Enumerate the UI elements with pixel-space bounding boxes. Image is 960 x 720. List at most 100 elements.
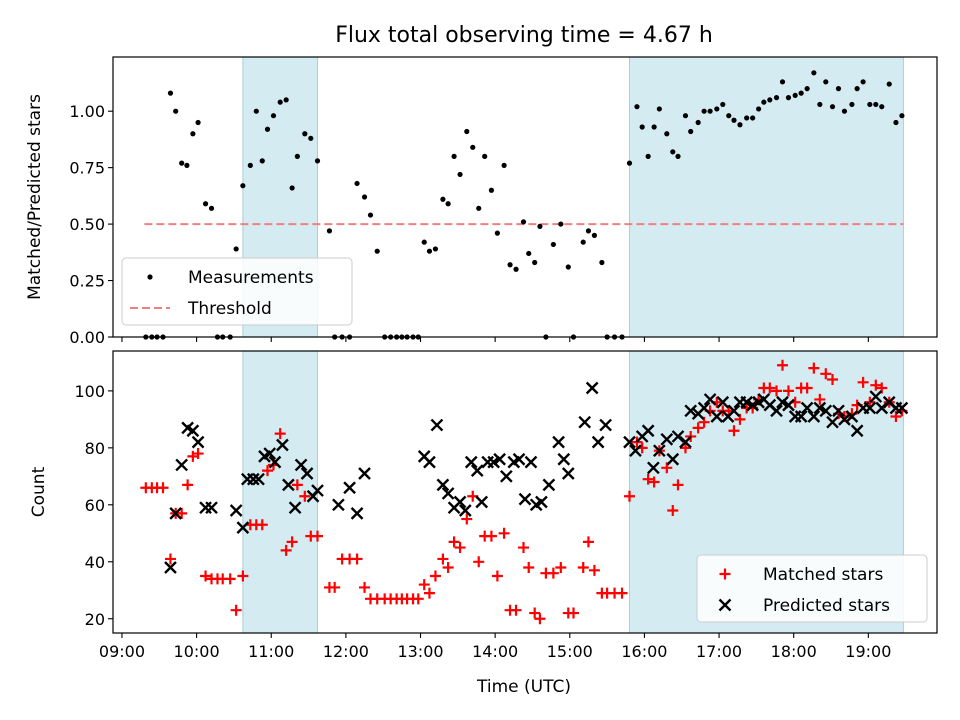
data-point-predicted-stars [666, 452, 680, 466]
data-point-measurements [731, 117, 737, 123]
y-tick-label: 1.00 [69, 102, 105, 121]
x-tick-label: 14:00 [472, 642, 518, 661]
x-tick-label: 12:00 [323, 642, 369, 661]
data-point-matched-stars [262, 465, 273, 477]
data-point-measurements [476, 205, 482, 211]
data-point-measurements [639, 124, 645, 130]
data-point-measurements [798, 90, 804, 96]
data-point-measurements [701, 108, 707, 114]
shaded-interval [628, 56, 904, 338]
data-point-predicted-stars [205, 501, 218, 515]
data-point-predicted-stars [727, 404, 741, 418]
data-point-predicted-stars [464, 455, 478, 469]
data-point-measurements [737, 122, 743, 128]
data-point-measurements [202, 201, 209, 207]
data-point-matched-stars [192, 448, 204, 460]
data-point-measurements [532, 259, 538, 266]
data-point-predicted-stars [794, 410, 808, 423]
data-point-predicted-stars [647, 461, 660, 475]
data-point-predicted-stars [350, 507, 364, 520]
data-point-measurements [899, 113, 905, 119]
data-point-measurements [482, 153, 488, 159]
data-point-predicted-stars [671, 430, 685, 443]
data-point-measurements [507, 262, 513, 268]
data-point-measurements [645, 153, 651, 159]
data-point-measurements [558, 221, 564, 227]
data-point-measurements [374, 248, 380, 254]
data-point-predicted-stars [845, 410, 859, 423]
data-point-measurements [841, 108, 848, 114]
data-point-matched-stars [728, 425, 740, 437]
data-point-predicted-stars [358, 467, 371, 480]
data-point-matched-stars [224, 573, 236, 585]
data-point-measurements [854, 86, 860, 92]
data-point-measurements [773, 95, 780, 101]
data-point-measurements [308, 135, 314, 141]
data-point-predicted-stars [623, 435, 636, 449]
data-point-predicted-stars [782, 398, 795, 412]
data-point-measurements [682, 113, 689, 119]
y-axis-label: Matched/Predicted stars [25, 94, 45, 300]
data-point-matched-stars [582, 536, 594, 548]
data-point-measurements [190, 131, 196, 137]
data-point-measurements [184, 162, 190, 168]
data-point-measurements [707, 108, 713, 114]
data-point-matched-stars [182, 479, 194, 491]
data-point-matched-stars [510, 604, 522, 616]
data-point-matched-stars [870, 379, 882, 391]
x-tick-label: 18:00 [771, 642, 817, 661]
data-point-predicted-stars [470, 464, 484, 477]
x-tick-label: 10:00 [174, 642, 220, 661]
data-point-matched-stars [237, 570, 249, 582]
data-point-matched-stars [814, 393, 826, 405]
data-point-measurements [756, 106, 762, 112]
data-point-matched-stars [857, 376, 869, 388]
data-point-predicted-stars [800, 401, 814, 415]
data-point-measurements [537, 223, 543, 229]
data-point-matched-stars [616, 587, 628, 599]
data-point-predicted-stars [481, 455, 495, 469]
x-tick-label: 09:00 [99, 642, 145, 661]
data-point-matched-stars [291, 479, 303, 491]
data-point-measurements [270, 113, 277, 119]
data-point-predicted-stars [716, 395, 730, 409]
data-point-predicted-stars [557, 452, 571, 466]
data-point-measurements [432, 246, 439, 252]
chart-title: Flux total observing time = 4.67 h [335, 23, 713, 48]
data-point-predicted-stars [832, 404, 845, 418]
data-point-measurements [470, 144, 476, 150]
data-point-measurements [526, 250, 532, 257]
data-point-matched-stars [256, 519, 268, 531]
data-point-measurements [451, 153, 457, 159]
data-point-measurements [886, 81, 892, 87]
data-point-matched-stars [577, 561, 589, 573]
y-tick-label: 40 [85, 553, 105, 572]
data-point-matched-stars [412, 593, 424, 605]
data-point-measurements [714, 106, 720, 112]
data-point-predicted-stars [300, 467, 314, 480]
data-point-predicted-stars [288, 501, 302, 515]
data-point-measurements [167, 90, 174, 96]
axes-frame [112, 56, 938, 338]
data-point-matched-stars [418, 579, 430, 591]
data-point-measurements [779, 79, 786, 85]
data-point-matched-stars [518, 542, 530, 554]
data-point-matched-stars [454, 542, 466, 554]
data-point-predicted-stars [770, 404, 783, 418]
data-point-predicted-stars [807, 410, 821, 423]
data-point-predicted-stars [191, 435, 205, 449]
data-point-matched-stars [437, 553, 449, 565]
data-point-predicted-stars [169, 507, 183, 520]
data-point-measurements [849, 101, 855, 108]
data-point-measurements [326, 228, 333, 234]
data-point-measurements [494, 230, 500, 236]
data-point-matched-stars [801, 382, 813, 394]
data-point-predicted-stars [229, 504, 243, 517]
data-point-measurements [173, 108, 179, 114]
data-point-matched-stars [312, 530, 324, 542]
data-point-matched-stars [777, 359, 788, 371]
data-point-measurements [179, 160, 185, 166]
data-point-predicted-stars [164, 561, 177, 574]
data-point-predicted-stars [552, 435, 565, 449]
data-point-measurements [247, 162, 253, 168]
